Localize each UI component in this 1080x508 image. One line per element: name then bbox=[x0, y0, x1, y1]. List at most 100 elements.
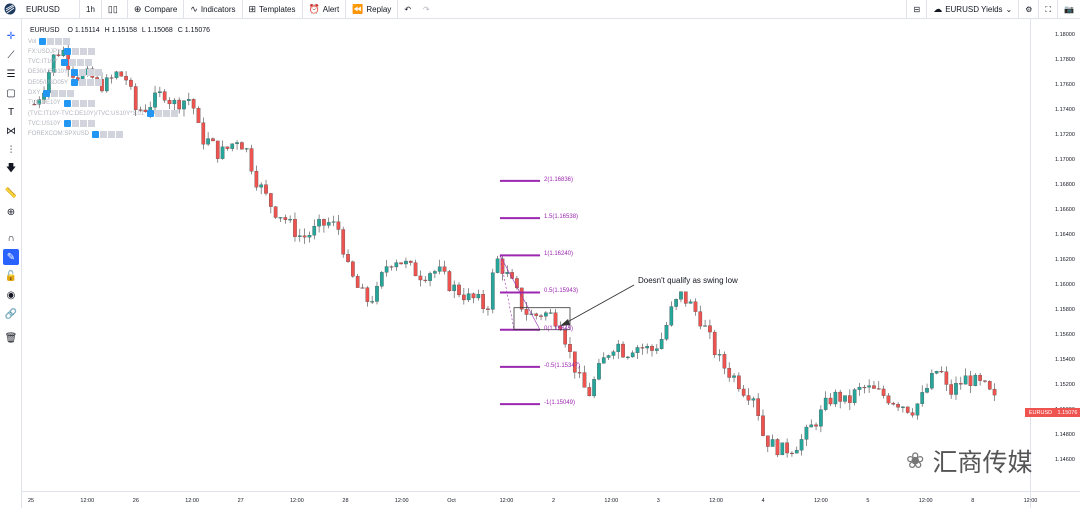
close-icon[interactable] bbox=[55, 38, 63, 45]
indicator-item[interactable]: DXY bbox=[28, 89, 75, 97]
candle-down bbox=[264, 184, 268, 194]
undo-button[interactable]: ↶ bbox=[398, 0, 417, 19]
close-icon[interactable] bbox=[108, 130, 116, 138]
indicator-item[interactable]: DE05/USD05Y bbox=[28, 79, 103, 87]
fib-level-label[interactable]: 0.5(1.15943) bbox=[544, 288, 579, 295]
link-tool[interactable]: 🔗 bbox=[3, 306, 19, 322]
fib-level-label[interactable]: 1.5(1.16538) bbox=[544, 214, 579, 221]
candle-up bbox=[297, 235, 302, 237]
candle-down bbox=[650, 346, 654, 351]
eye-icon[interactable] bbox=[63, 99, 71, 107]
eye-icon[interactable] bbox=[39, 38, 47, 45]
indicators-button[interactable]: ∿ Indicators bbox=[184, 0, 243, 19]
price-chart[interactable] bbox=[22, 19, 1080, 508]
more-icon[interactable] bbox=[87, 120, 95, 128]
layout-select-button[interactable]: ⊟ bbox=[906, 0, 926, 19]
patterns-tool[interactable]: ⋈ bbox=[3, 123, 19, 139]
replay-button[interactable]: ⏪ Replay bbox=[346, 0, 399, 19]
fib-level-label[interactable]: -0.5(1.15347) bbox=[544, 362, 581, 369]
hide-drawings-tool[interactable]: ◉ bbox=[3, 287, 19, 303]
icons-tool[interactable]: 🡇 bbox=[3, 161, 19, 177]
settings-icon[interactable] bbox=[155, 110, 163, 118]
indicator-item[interactable]: (TVC:IT10Y-TVC:DE10Y)/TVC:US10Y*3.01 bbox=[28, 110, 179, 118]
eye-icon[interactable] bbox=[63, 120, 71, 128]
more-icon[interactable] bbox=[88, 48, 96, 56]
logo-icon[interactable] bbox=[0, 0, 20, 19]
settings-icon[interactable] bbox=[71, 99, 79, 107]
close-icon[interactable] bbox=[79, 120, 87, 128]
settings-icon[interactable] bbox=[72, 48, 80, 56]
settings-icon[interactable] bbox=[79, 79, 87, 87]
settings-icon[interactable] bbox=[79, 68, 87, 76]
snapshot-button[interactable]: 📷 bbox=[1057, 0, 1080, 19]
fib-level-label[interactable]: 1(1.16240) bbox=[544, 251, 574, 258]
indicator-item[interactable]: DE30/USD10Y bbox=[28, 68, 103, 76]
shapes-tool[interactable]: ▢ bbox=[3, 85, 19, 101]
eye-icon[interactable] bbox=[147, 110, 155, 118]
more-icon[interactable] bbox=[171, 110, 179, 118]
more-icon[interactable] bbox=[63, 38, 71, 45]
indicator-item[interactable]: TVC:US10Y bbox=[28, 120, 95, 128]
close-icon[interactable] bbox=[79, 99, 87, 107]
swing-low-annotation[interactable]: Doesn't qualify as swing low bbox=[638, 276, 738, 285]
eye-icon[interactable] bbox=[92, 130, 100, 138]
more-icon[interactable] bbox=[87, 99, 95, 107]
settings-icon[interactable] bbox=[51, 89, 59, 97]
templates-button[interactable]: ⊞ Templates bbox=[243, 0, 303, 19]
eye-icon[interactable] bbox=[64, 48, 72, 56]
fib-level-label[interactable]: -1(1.15049) bbox=[544, 400, 576, 407]
more-icon[interactable] bbox=[95, 68, 103, 76]
close-icon[interactable] bbox=[163, 110, 171, 118]
settings-icon[interactable] bbox=[68, 58, 76, 66]
settings-icon[interactable] bbox=[71, 120, 79, 128]
close-icon[interactable] bbox=[76, 58, 84, 66]
eye-icon[interactable] bbox=[43, 89, 51, 97]
indicator-item[interactable]: FX:USDJPY bbox=[28, 48, 96, 56]
more-icon[interactable] bbox=[116, 130, 124, 138]
chart-type-button[interactable]: ▯▯ bbox=[102, 0, 128, 19]
trendline-tool[interactable]: ⟋ bbox=[3, 47, 19, 63]
text-tool[interactable]: T bbox=[3, 104, 19, 120]
crosshair-tool[interactable]: ✛ bbox=[3, 28, 19, 44]
close-icon[interactable] bbox=[87, 68, 95, 76]
prediction-tool[interactable]: ⫶ bbox=[3, 142, 19, 158]
settings-button[interactable]: ⚙ bbox=[1018, 0, 1038, 19]
redo-button[interactable]: ↷ bbox=[417, 0, 436, 19]
remove-drawings-tool[interactable]: 🗑 bbox=[3, 330, 19, 346]
candle-down bbox=[727, 368, 732, 378]
replay-icon: ⏪ bbox=[352, 3, 364, 14]
compare-button[interactable]: ⊕ Compare bbox=[128, 0, 185, 19]
indicator-item[interactable]: FOREXCOM:SPXUSD bbox=[28, 130, 124, 138]
candle-down bbox=[360, 287, 365, 289]
symbol-search[interactable]: EURUSD bbox=[20, 0, 80, 19]
measure-tool[interactable]: 📏 bbox=[3, 185, 19, 201]
magnet-tool[interactable]: ∩ bbox=[3, 230, 19, 246]
settings-icon[interactable] bbox=[47, 38, 55, 45]
zoom-tool[interactable]: ⊕ bbox=[3, 204, 19, 220]
fib-tool[interactable]: ☰ bbox=[3, 66, 19, 82]
more-icon[interactable] bbox=[67, 89, 75, 97]
layout-name-button[interactable]: ☁ EURUSD Yields ⌄ bbox=[926, 0, 1018, 19]
close-icon[interactable] bbox=[80, 48, 88, 56]
candle-up bbox=[220, 146, 225, 159]
indicator-item[interactable]: TVC:IT10Y bbox=[28, 58, 92, 66]
fib-level-label[interactable]: 0(1.15645) bbox=[544, 325, 574, 332]
fullscreen-button[interactable]: ⛶ bbox=[1038, 0, 1057, 19]
eye-icon[interactable] bbox=[71, 79, 79, 87]
eye-icon[interactable] bbox=[60, 58, 68, 66]
indicator-item[interactable]: TVC:DE10Y bbox=[28, 99, 95, 107]
fib-level-label[interactable]: 2(1.16836) bbox=[544, 176, 574, 183]
price-axis-label: 1.15600 bbox=[1055, 332, 1075, 339]
more-icon[interactable] bbox=[84, 58, 92, 66]
close-icon[interactable] bbox=[87, 79, 95, 87]
more-icon[interactable] bbox=[95, 79, 103, 87]
stay-in-drawing-mode-tool[interactable]: ✎ bbox=[3, 249, 19, 265]
alert-button[interactable]: ⏰ Alert bbox=[303, 0, 347, 19]
settings-icon[interactable] bbox=[100, 130, 108, 138]
indicator-item[interactable]: Vol bbox=[28, 38, 71, 45]
close-icon[interactable] bbox=[59, 89, 67, 97]
interval-button[interactable]: 1h bbox=[80, 0, 102, 19]
eye-icon[interactable] bbox=[71, 68, 79, 76]
chart-pane[interactable]: EURUSD O 1.15114 H 1.15158 L 1.15068 C 1… bbox=[22, 19, 1080, 508]
lock-drawings-tool[interactable]: 🔓 bbox=[3, 268, 19, 284]
